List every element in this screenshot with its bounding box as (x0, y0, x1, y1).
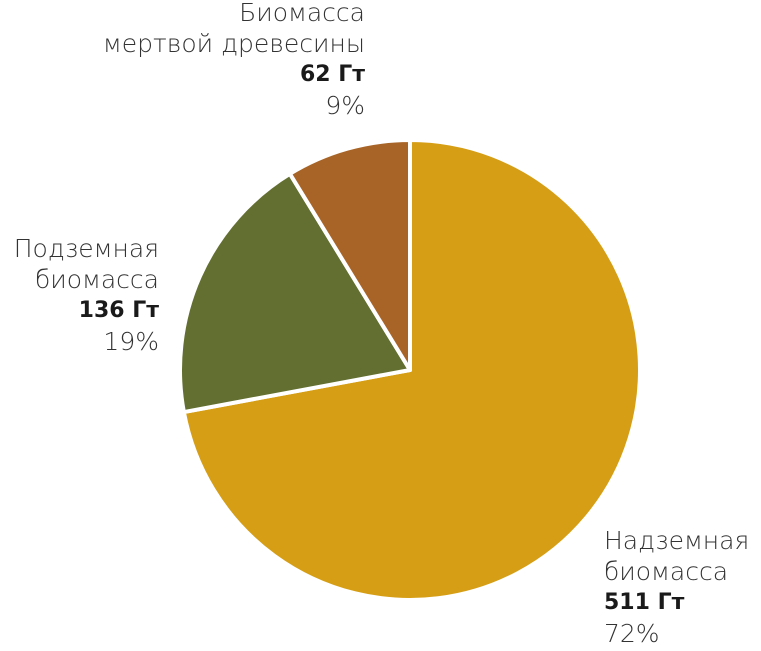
slice-name-line: Подземная (13, 234, 159, 263)
label-above-ground: Надземная биомасса 511 Гт 72% (604, 525, 749, 649)
slice-name-line: биомасса (34, 265, 159, 294)
slice-value-label: 136 Гт (78, 298, 159, 323)
slice-value-label: 62 Гт (299, 62, 365, 87)
label-below-ground: Подземная биомасса 136 Гт 19% (14, 233, 159, 357)
slice-value-label: 511 Гт (604, 590, 685, 615)
slice-name-line: мертвой древесины (102, 29, 365, 58)
pie-slice-2 (287, 138, 412, 372)
pie-slice-1 (178, 171, 412, 415)
slice-name-line: Биомасса (239, 0, 365, 27)
slice-percent-label: 72% (604, 619, 660, 648)
label-dead-wood: Биомасса мертвой древесины 62 Гт 9% (103, 0, 365, 121)
slice-percent-label: 19% (103, 327, 159, 356)
slice-percent-label: 9% (325, 91, 365, 120)
slice-name-line: Надземная (604, 526, 750, 555)
slice-name-line: биомасса (604, 557, 729, 586)
